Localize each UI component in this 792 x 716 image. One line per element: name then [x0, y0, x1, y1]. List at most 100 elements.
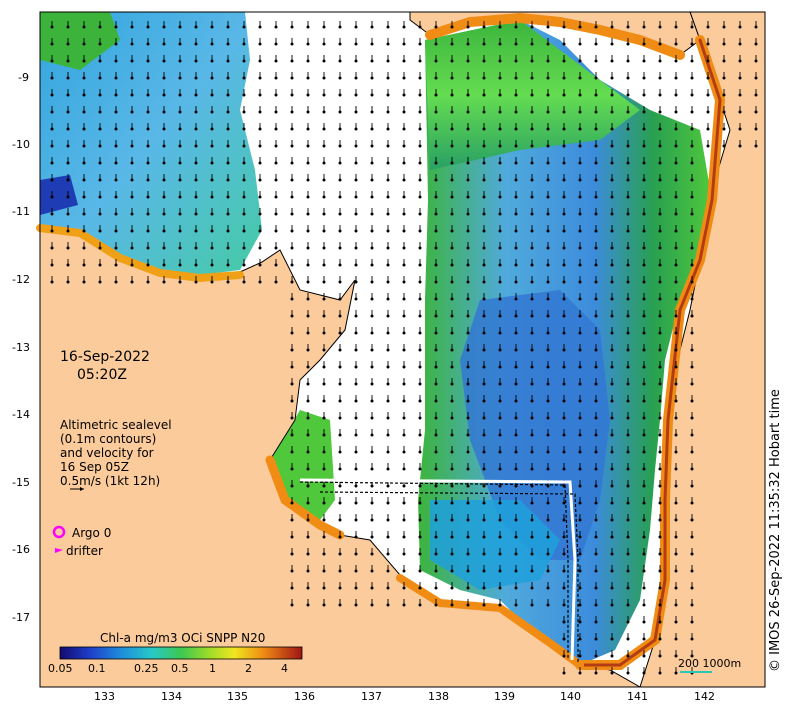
velocity-arrow-head [674, 331, 678, 335]
velocity-arrow-head [130, 212, 134, 216]
velocity-arrow-head [434, 501, 438, 505]
legend-argo-label: Argo 0 [72, 526, 112, 540]
velocity-arrow-head [386, 365, 390, 369]
gulf-blue-south [430, 500, 560, 590]
velocity-arrow-head [498, 93, 502, 97]
velocity-arrow-head [546, 195, 550, 199]
velocity-arrow-head [482, 246, 486, 250]
velocity-arrow-head [338, 246, 342, 250]
velocity-arrow-head [530, 569, 534, 573]
velocity-arrow-head [754, 42, 758, 46]
velocity-arrow-head [498, 246, 502, 250]
velocity-arrow-head [690, 654, 694, 658]
velocity-arrow-head [642, 297, 646, 301]
velocity-arrow-head [674, 195, 678, 199]
velocity-arrow-head [482, 535, 486, 539]
velocity-arrow-head [466, 76, 470, 80]
velocity-arrow-head [242, 76, 246, 80]
velocity-arrow-head [594, 144, 598, 148]
velocity-arrow-head [402, 484, 406, 488]
velocity-arrow-head [658, 365, 662, 369]
velocity-arrow-head [610, 552, 614, 556]
velocity-arrow-head [354, 603, 358, 607]
velocity-arrow-head [594, 518, 598, 522]
velocity-arrow-head [674, 178, 678, 182]
velocity-arrow-head [338, 178, 342, 182]
velocity-arrow-head [130, 25, 134, 29]
lat-tick: -11 [12, 205, 30, 218]
velocity-arrow-head [178, 246, 182, 250]
velocity-arrow-head [322, 280, 326, 284]
velocity-arrow-head [434, 76, 438, 80]
velocity-arrow-head [722, 25, 726, 29]
velocity-arrow-head [322, 212, 326, 216]
velocity-arrow-head [418, 178, 422, 182]
velocity-arrow-head [322, 382, 326, 386]
velocity-arrow-head [402, 433, 406, 437]
velocity-arrow-head [402, 365, 406, 369]
velocity-arrow-head [674, 382, 678, 386]
velocity-arrow-head [418, 518, 422, 522]
velocity-arrow-head [338, 382, 342, 386]
velocity-arrow-head [674, 144, 678, 148]
velocity-arrow-head [178, 263, 182, 267]
velocity-arrow-head [322, 552, 326, 556]
velocity-arrow-head [642, 399, 646, 403]
velocity-arrow-head [370, 25, 374, 29]
velocity-arrow-head [258, 178, 262, 182]
velocity-arrow-head [642, 314, 646, 318]
velocity-arrow-head [450, 280, 454, 284]
velocity-arrow-head [82, 59, 86, 63]
velocity-arrow-head [578, 25, 582, 29]
velocity-arrow-head [98, 280, 102, 284]
velocity-arrow-head [242, 25, 246, 29]
velocity-arrow-head [578, 450, 582, 454]
velocity-arrow-head [418, 416, 422, 420]
velocity-arrow-head [466, 416, 470, 420]
velocity-arrow-head [642, 518, 646, 522]
velocity-arrow-head [322, 518, 326, 522]
velocity-arrow-head [402, 603, 406, 607]
velocity-arrow-head [418, 365, 422, 369]
velocity-arrow-head [338, 433, 342, 437]
velocity-arrow-head [338, 450, 342, 454]
velocity-arrow-head [434, 535, 438, 539]
velocity-arrow-head [562, 280, 566, 284]
velocity-arrow-head [50, 178, 54, 182]
velocity-arrow-head [594, 297, 598, 301]
velocity-arrow-head [450, 110, 454, 114]
velocity-arrow-head [754, 76, 758, 80]
velocity-arrow-head [578, 467, 582, 471]
velocity-arrow-head [434, 212, 438, 216]
velocity-arrow-head [98, 229, 102, 233]
velocity-arrow-head [594, 433, 598, 437]
velocity-arrow-head [450, 467, 454, 471]
velocity-arrow-head [130, 178, 134, 182]
velocity-arrow-head [530, 25, 534, 29]
velocity-arrow-head [306, 450, 310, 454]
velocity-arrow-head [306, 535, 310, 539]
velocity-arrow-head [274, 195, 278, 199]
coastal-fringe [36, 12, 726, 670]
velocity-arrow-head [322, 229, 326, 233]
velocity-arrow-head [66, 59, 70, 63]
velocity-arrow-head [306, 229, 310, 233]
velocity-arrow-head [626, 178, 630, 182]
velocity-arrow-head [66, 42, 70, 46]
velocity-arrow-head [354, 552, 358, 556]
velocity-arrow-head [594, 178, 598, 182]
velocity-arrow-head [466, 229, 470, 233]
velocity-arrow-head [210, 178, 214, 182]
velocity-arrow-head [466, 263, 470, 267]
velocity-arrow-head [162, 229, 166, 233]
velocity-arrow-head [690, 59, 694, 63]
velocity-arrow-head [146, 59, 150, 63]
velocity-arrow-head [386, 263, 390, 267]
argo-marker [52, 525, 66, 539]
velocity-arrow-head [322, 467, 326, 471]
velocity-arrow-head [514, 280, 518, 284]
velocity-arrow-head [338, 416, 342, 420]
velocity-arrow-head [386, 399, 390, 403]
velocity-arrow-head [322, 195, 326, 199]
velocity-arrow-head [370, 416, 374, 420]
